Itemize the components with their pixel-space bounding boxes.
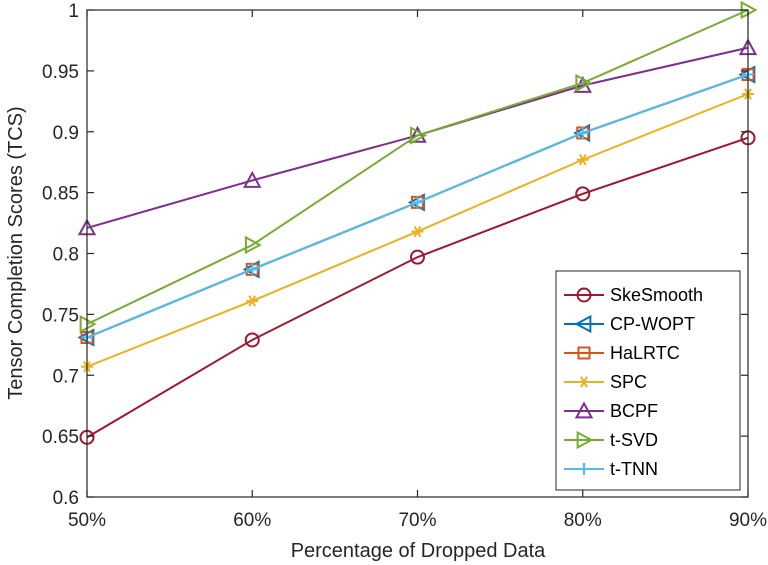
- data-point: [410, 126, 428, 145]
- y-tick-label: 0.7: [53, 366, 79, 387]
- data-point: [575, 186, 591, 202]
- data-point: [411, 196, 424, 209]
- x-tick-label: 70%: [398, 510, 436, 531]
- x-tick-label: 50%: [68, 510, 106, 531]
- y-axis-title: Tensor Completion Scores (TCS): [5, 106, 27, 399]
- legend-marker: [578, 463, 590, 475]
- legend-marker: [578, 376, 590, 388]
- y-tick-label: 0.85: [42, 184, 79, 205]
- legend-label: HaLRTC: [610, 343, 680, 363]
- legend-marker: [577, 346, 591, 360]
- y-tick-label: 0.65: [42, 427, 79, 448]
- legend-item: SPC: [564, 372, 647, 392]
- data-point: [246, 263, 259, 276]
- data-point: [576, 154, 589, 166]
- data-point: [246, 295, 259, 307]
- legend-item: t-SVD: [564, 430, 658, 450]
- x-tick-label: 60%: [233, 510, 271, 531]
- data-point: [410, 249, 425, 265]
- series-line: [86, 136, 749, 439]
- legend-label: SPC: [610, 372, 647, 392]
- y-tick-label: 0.8: [53, 245, 79, 266]
- legend-marker: [574, 401, 594, 419]
- data-point: [575, 73, 593, 93]
- series-line: [86, 9, 749, 326]
- y-tick-label: 0.75: [42, 305, 79, 326]
- legend-marker: [574, 314, 592, 334]
- legend-item: CP-WOPT: [564, 314, 695, 334]
- y-tick-label: 1: [68, 1, 79, 22]
- x-tick-label: 80%: [564, 510, 602, 531]
- data-point: [411, 225, 424, 238]
- data-point: [244, 332, 260, 348]
- legend-marker: [576, 287, 592, 303]
- legend-item: SkeSmooth: [564, 285, 703, 305]
- legend-label: t-TNN: [610, 459, 658, 479]
- data-point: [243, 170, 262, 188]
- axes: 0.6 0.65 0.7 0.75 0.8 0.85 0.9 0.95 1 50% 60% 70% 80…: [42, 1, 767, 531]
- legend-box: [555, 270, 741, 491]
- x-axis-title: Percentage of Dropped Data: [291, 540, 546, 562]
- x-tick-label: 90%: [729, 510, 767, 531]
- legend-item: HaLRTC: [564, 343, 680, 363]
- legend-label: t-SVD: [610, 430, 658, 450]
- y-tick-label: 0.95: [42, 62, 79, 83]
- legend: SkeSmooth CP-WOPT HaLRTC SPC BCPF t-SVD t-TNN: [555, 270, 741, 491]
- legend-item: t-TNN: [564, 459, 658, 479]
- data-point: [576, 126, 589, 139]
- y-tick-label: 0.9: [53, 123, 79, 144]
- legend-label: CP-WOPT: [610, 314, 695, 334]
- legend-label: SkeSmooth: [610, 285, 703, 305]
- legend-item: BCPF: [564, 401, 658, 421]
- data-point: [244, 235, 262, 255]
- legend-marker: [576, 430, 594, 450]
- y-tick-label: 0.6: [53, 488, 79, 509]
- legend-label: BCPF: [610, 401, 658, 421]
